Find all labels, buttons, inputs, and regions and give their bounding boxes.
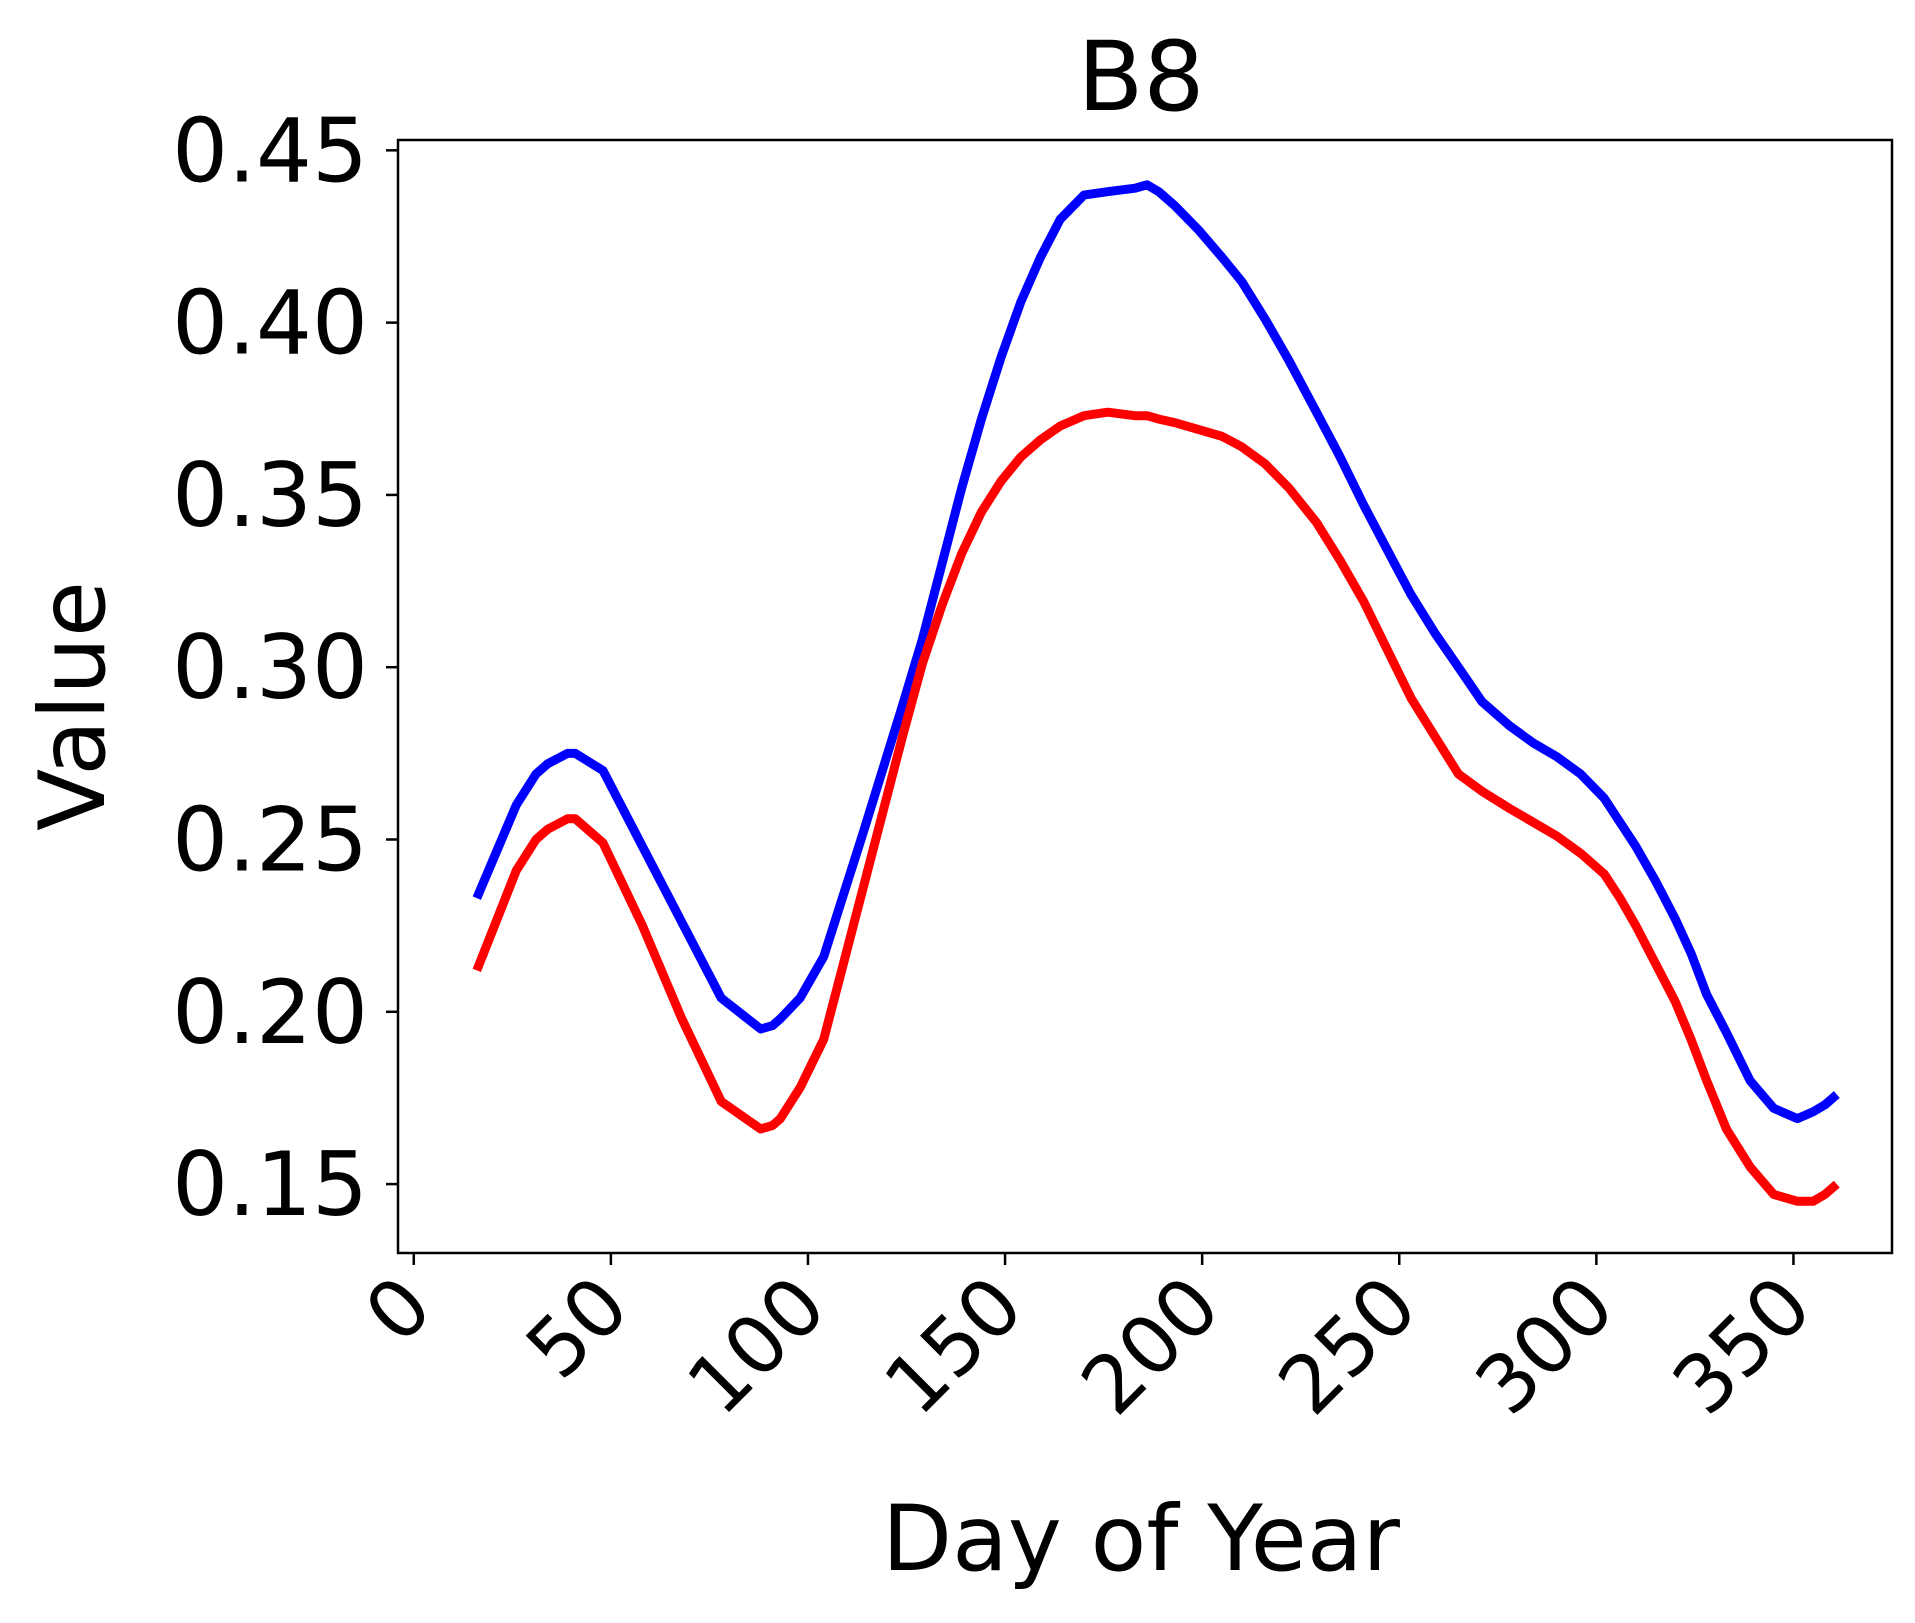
y-tick-label: 0.15 [172, 1133, 368, 1236]
y-tick-label: 0.30 [172, 616, 368, 719]
y-tick-label: 0.45 [172, 99, 368, 202]
y-tick-label: 0.40 [172, 272, 368, 375]
chart-title: B8 [1078, 21, 1205, 133]
plot-frame [396, 138, 1894, 1255]
y-tick-label: 0.20 [172, 961, 368, 1064]
y-axis-label: Value [21, 581, 126, 831]
plot-area [472, 180, 1840, 1206]
series-line-1 [472, 180, 1840, 1124]
y-tick-label: 0.25 [172, 789, 368, 892]
x-axis-label: Day of Year [882, 1487, 1401, 1592]
y-tick-label: 0.35 [172, 444, 368, 547]
y-axis: 0.15 0.20 0.25 0.30 0.35 0.40 0.45 [172, 99, 398, 1236]
series-line-2 [472, 407, 1840, 1206]
